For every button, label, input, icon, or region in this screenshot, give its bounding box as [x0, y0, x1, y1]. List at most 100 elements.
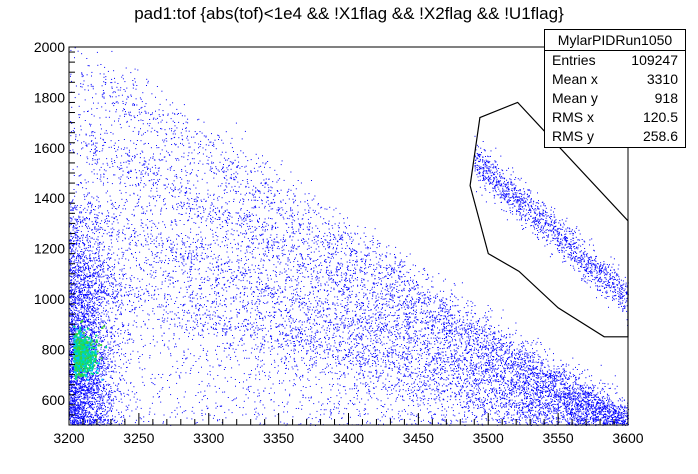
scatter-point: [548, 410, 550, 412]
scatter-point: [431, 417, 432, 419]
scatter-point: [582, 390, 584, 392]
scatter-point: [609, 416, 611, 418]
scatter-point: [415, 305, 417, 307]
scatter-point: [126, 98, 128, 100]
scatter-point: [337, 402, 339, 404]
scatter-point: [256, 348, 258, 350]
scatter-point: [505, 364, 507, 366]
scatter-point: [318, 421, 320, 423]
scatter-point: [103, 81, 105, 83]
scatter-point: [229, 282, 231, 284]
scatter-point: [334, 304, 336, 306]
scatter-point: [151, 285, 153, 287]
scatter-point: [422, 321, 424, 323]
scatter-point: [498, 419, 500, 420]
scatter-point: [371, 273, 372, 275]
scatter-point: [225, 236, 226, 237]
scatter-point: [528, 377, 530, 378]
scatter-point: [578, 411, 580, 413]
scatter-point: [413, 289, 415, 291]
scatter-point: [345, 277, 347, 279]
scatter-point: [276, 209, 278, 211]
scatter-point: [289, 356, 291, 358]
scatter-point: [288, 268, 290, 270]
scatter-point: [193, 355, 195, 357]
scatter-point: [120, 168, 122, 170]
scatter-point: [558, 406, 559, 408]
scatter-point: [478, 362, 480, 364]
scatter-point: [149, 357, 151, 359]
scatter-point: [191, 410, 193, 412]
scatter-point: [626, 415, 628, 416]
scatter-point: [363, 241, 365, 243]
scatter-point: [517, 379, 519, 381]
scatter-point: [72, 130, 74, 132]
scatter-point: [310, 246, 312, 248]
scatter-point: [363, 409, 365, 411]
scatter-point: [317, 331, 318, 333]
scatter-point: [203, 325, 205, 327]
scatter-point: [623, 413, 624, 415]
scatter-point: [549, 395, 551, 397]
scatter-point: [132, 87, 134, 89]
scatter-point: [481, 349, 483, 351]
scatter-point: [605, 407, 607, 409]
scatter-point: [143, 211, 145, 213]
scatter-point: [371, 397, 373, 399]
scatter-point: [331, 277, 333, 279]
scatter-point: [556, 391, 558, 393]
scatter-point: [112, 378, 113, 379]
scatter-point: [464, 329, 466, 331]
scatter-point: [341, 316, 343, 318]
scatter-point: [315, 383, 317, 385]
scatter-point: [108, 266, 110, 268]
scatter-point: [348, 225, 350, 226]
scatter-point: [245, 263, 247, 264]
scatter-point: [389, 292, 391, 294]
scatter-point: [473, 340, 475, 342]
scatter-point: [215, 391, 217, 393]
scatter-point: [310, 356, 312, 358]
scatter-point: [136, 406, 138, 408]
scatter-point: [109, 320, 111, 322]
scatter-point: [209, 371, 211, 372]
scatter-point: [216, 329, 218, 330]
scatter-point: [310, 358, 311, 360]
scatter-point: [84, 120, 86, 121]
scatter-point: [236, 260, 238, 262]
scatter-point: [448, 331, 450, 333]
scatter-point: [351, 251, 352, 253]
scatter-point: [551, 415, 553, 417]
scatter-point: [119, 89, 121, 91]
scatter-point: [489, 362, 490, 364]
scatter-point: [258, 371, 260, 373]
scatter-point: [140, 140, 142, 142]
scatter-point: [145, 113, 147, 114]
scatter-point: [155, 286, 157, 288]
scatter-point: [626, 407, 627, 409]
scatter-point: [269, 205, 271, 207]
scatter-point: [564, 369, 565, 371]
scatter-point: [571, 415, 572, 416]
scatter-point: [455, 419, 457, 421]
scatter-point: [128, 404, 130, 406]
scatter-point: [442, 297, 444, 299]
scatter-point: [243, 320, 245, 322]
scatter-point: [220, 154, 222, 156]
scatter-point: [271, 227, 273, 229]
scatter-point: [156, 131, 158, 133]
scatter-point: [488, 349, 489, 351]
scatter-point: [399, 346, 401, 348]
scatter-point: [246, 388, 248, 390]
scatter-point: [299, 232, 301, 234]
scatter-point: [441, 308, 443, 310]
scatter-point: [565, 374, 567, 376]
scatter-point: [414, 330, 416, 332]
scatter-point: [262, 173, 264, 175]
scatter-point: [438, 311, 440, 313]
scatter-point: [185, 170, 187, 172]
scatter-point: [568, 398, 570, 400]
scatter-point: [145, 184, 147, 186]
scatter-point: [494, 379, 496, 381]
scatter-point: [196, 240, 198, 242]
